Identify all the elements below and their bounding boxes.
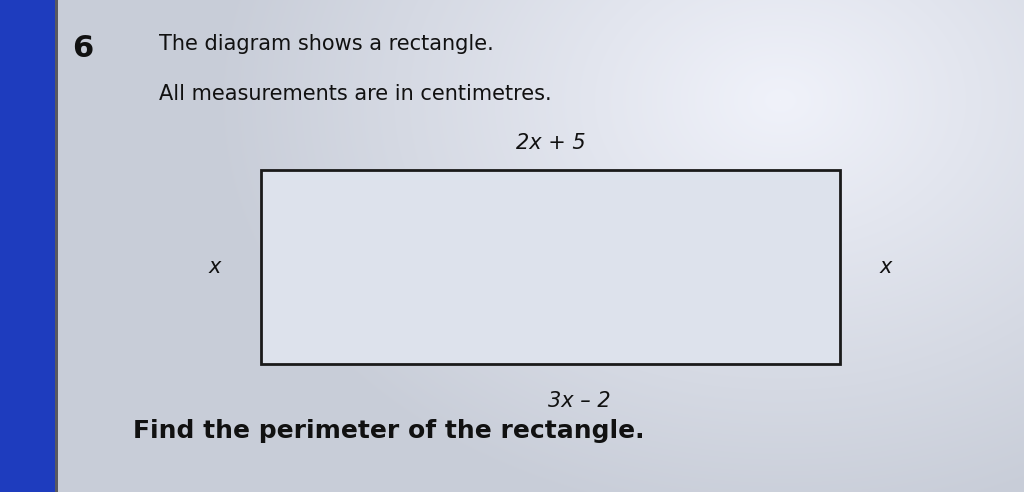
- Text: x: x: [209, 257, 221, 277]
- Text: 6: 6: [72, 34, 93, 63]
- Text: x: x: [880, 257, 892, 277]
- Text: Find the perimeter of the rectangle.: Find the perimeter of the rectangle.: [133, 419, 645, 443]
- Bar: [261, 170, 840, 364]
- Text: All measurements are in centimetres.: All measurements are in centimetres.: [159, 84, 551, 104]
- Text: The diagram shows a rectangle.: The diagram shows a rectangle.: [159, 34, 494, 55]
- Text: 2x + 5: 2x + 5: [516, 133, 585, 153]
- Text: 3x – 2: 3x – 2: [548, 391, 610, 411]
